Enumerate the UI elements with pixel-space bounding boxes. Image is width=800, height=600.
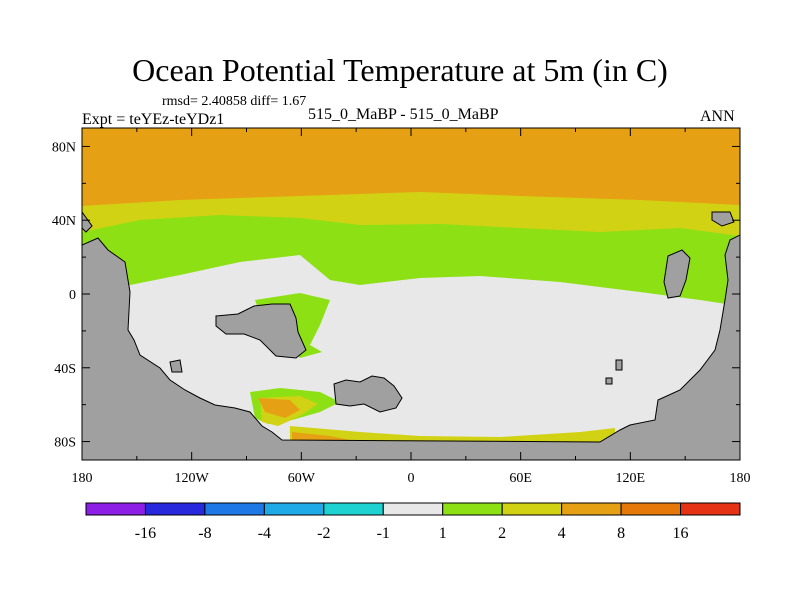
map-field: [82, 128, 740, 460]
case-label: 515_0_MaBP - 515_0_MaBP: [308, 106, 499, 123]
colorbar-swatch: [680, 502, 741, 516]
lat-tick-label: 80N: [52, 140, 76, 155]
colorbar-swatch: [501, 502, 563, 516]
colorbar-swatch: [263, 502, 325, 516]
colorbar-swatch: [442, 502, 503, 516]
colorbar-label: -8: [198, 525, 211, 542]
land-west: [82, 234, 740, 460]
lat-tick-label: 40N: [52, 214, 76, 229]
lon-tick-label: 120E: [616, 471, 646, 486]
land-northeast-block: [711, 211, 735, 227]
colorbar: -16 -8 -4 -2 -1 1 2 4 8 16: [85, 502, 741, 542]
lon-tick-label: 60E: [509, 471, 532, 486]
colorbar-swatch: [144, 502, 206, 516]
band-8-16-south-patch: [258, 398, 300, 418]
colorbar-swatch: [382, 502, 444, 516]
band-4-8-south-strip: [290, 426, 615, 442]
lon-tick-label: 180: [730, 471, 751, 486]
land-americas-fragment: [215, 303, 307, 359]
land-east-island: [663, 249, 691, 299]
land-west-coast-north: [82, 211, 93, 233]
colorbar-swatch: [620, 502, 682, 516]
experiment-label: Expt = teYEz-teYDz1: [82, 111, 225, 128]
band-1-2-tropics: [82, 255, 740, 460]
colorbar-label: 16: [673, 525, 689, 542]
lon-tick-label: 180: [72, 471, 93, 486]
tick-marks: [81, 128, 741, 460]
season-label: ANN: [700, 108, 735, 125]
colorbar-label: 8: [617, 525, 625, 542]
lon-tick-label: 0: [408, 471, 415, 486]
land-small-isle-a: [169, 359, 183, 373]
colorbar-label: -1: [377, 525, 390, 542]
plot-title: Ocean Potential Temperature at 5m (in C): [132, 52, 668, 88]
colorbar-swatch: [85, 502, 146, 516]
land-south-continent: [333, 375, 403, 413]
colorbar-label: -2: [317, 525, 330, 542]
band-8-16-south-strip: [292, 432, 350, 441]
lat-tick-label: 80S: [54, 436, 76, 451]
lon-tick-label: 60W: [288, 471, 316, 486]
colorbar-swatch: [204, 502, 265, 516]
colorbar-label: -16: [135, 525, 156, 542]
lat-tick-label: 0: [69, 288, 76, 303]
lon-tick-label: 120W: [175, 471, 210, 486]
colorbar-label: 2: [498, 525, 506, 542]
colorbar-label: 1: [439, 525, 447, 542]
lat-tick-label: 40S: [54, 362, 76, 377]
colorbar-swatch: [323, 502, 384, 516]
land-small-isle-c: [615, 359, 623, 371]
colorbar-label: 4: [558, 525, 566, 542]
colorbar-label: -4: [258, 525, 271, 542]
stats-line: rmsd= 2.40858 diff= 1.67: [162, 94, 307, 109]
colorbar-swatch: [561, 502, 622, 516]
tick-labels: 80N 40N 0 40S 80S 180 120W 60W 0 60E 120E 180: [52, 140, 751, 486]
land-small-isle-b: [605, 377, 613, 385]
